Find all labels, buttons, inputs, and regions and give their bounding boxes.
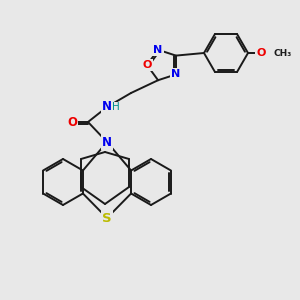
Text: N: N [153,45,163,55]
Text: H: H [112,102,120,112]
Text: N: N [102,100,112,113]
Text: S: S [102,212,112,224]
Text: N: N [102,136,112,148]
Text: O: O [67,116,77,128]
Text: O: O [256,48,266,58]
Text: CH₃: CH₃ [273,49,291,58]
Text: O: O [142,60,152,70]
Text: N: N [171,69,181,80]
